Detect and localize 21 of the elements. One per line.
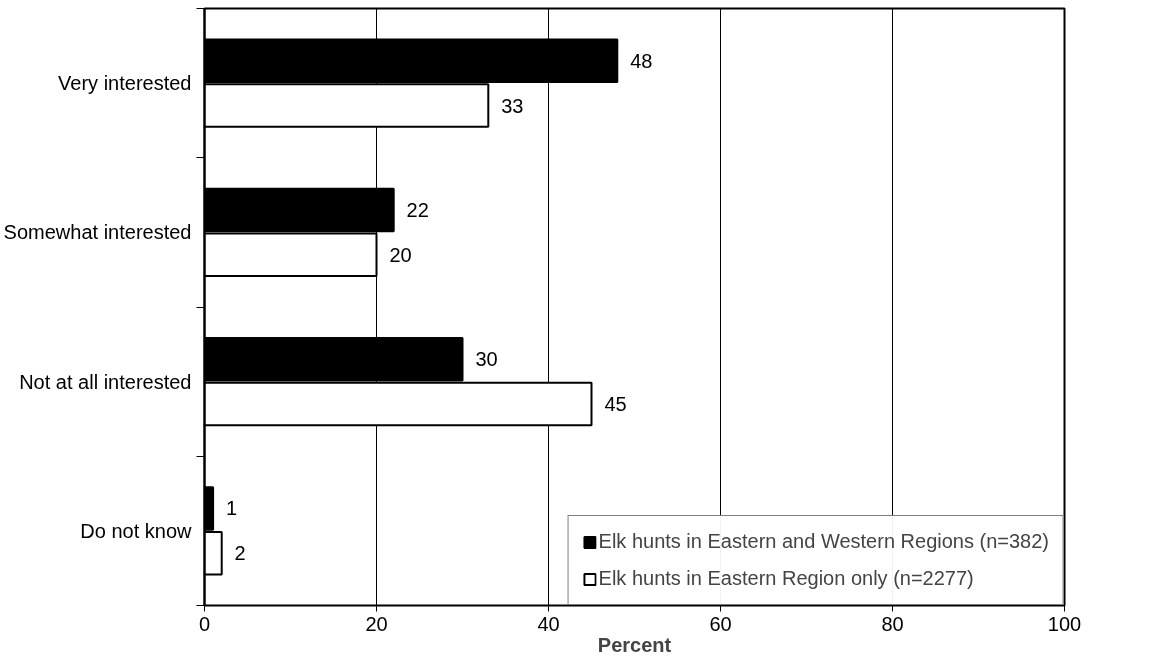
y-tick-label: Very interested: [58, 72, 192, 95]
data-label: 30: [475, 348, 498, 371]
x-tick-label: 0: [198, 612, 211, 635]
y-tick-label: Not at all interested: [19, 370, 192, 393]
y-tick-label: Somewhat interested: [3, 221, 192, 244]
x-tick-label: 100: [1047, 612, 1082, 635]
data-label: 2: [234, 542, 246, 565]
data-label: 22: [406, 198, 429, 221]
x-tick-label: 60: [709, 612, 732, 635]
data-label: 1: [226, 497, 238, 520]
legend-label: Elk hunts in Eastern and Western Regions (n=382): [598, 530, 1049, 553]
data-label: 33: [501, 94, 524, 117]
legend-label: Elk hunts in Eastern Region only (n=2277): [598, 567, 974, 590]
data-label: 45: [604, 393, 627, 416]
x-tick-label: 20: [365, 612, 388, 635]
data-label: 48: [630, 49, 653, 72]
x-axis-title: Percent: [597, 633, 672, 656]
x-tick-label: 80: [881, 612, 904, 635]
data-label: 20: [389, 243, 412, 266]
x-tick-label: 40: [537, 612, 560, 635]
y-tick-label: Do not know: [80, 519, 193, 542]
